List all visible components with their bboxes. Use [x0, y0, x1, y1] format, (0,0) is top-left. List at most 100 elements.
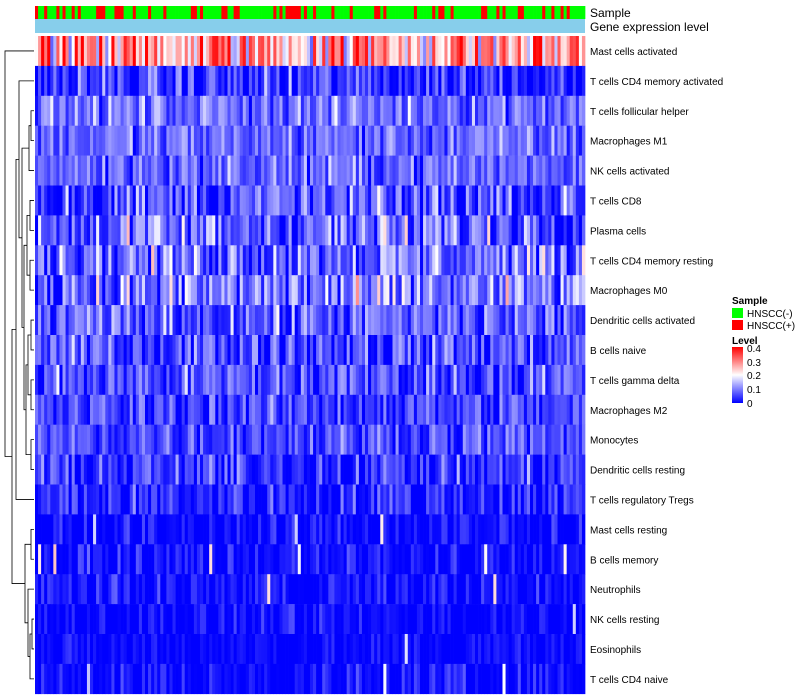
- row-label: Eosinophils: [590, 645, 641, 656]
- heatmap-cell: [487, 155, 491, 186]
- heatmap-cell: [62, 95, 66, 126]
- heatmap-cell: [548, 65, 552, 97]
- heatmap-cell: [447, 634, 451, 665]
- level-track-label: Gene expression level: [590, 20, 709, 34]
- heatmap-cell: [361, 454, 366, 485]
- heatmap-cell: [47, 544, 51, 575]
- heatmap-cell: [157, 155, 161, 186]
- heatmap-cell: [65, 65, 69, 97]
- heatmap-cell: [53, 663, 57, 695]
- heatmap-cell: [358, 454, 363, 485]
- heatmap-cell: [166, 305, 170, 336]
- heatmap-cell: [499, 245, 503, 276]
- heatmap-cell: [138, 574, 143, 605]
- heatmap-cell: [233, 544, 238, 575]
- heatmap-cell: [236, 185, 241, 216]
- heatmap-cell: [432, 454, 436, 485]
- heatmap-cell: [264, 514, 268, 545]
- heatmap-cell: [206, 275, 210, 306]
- heatmap-cell: [200, 125, 204, 156]
- heatmap-cell: [560, 125, 564, 156]
- heatmap-cell: [74, 185, 79, 216]
- heatmap-cell: [285, 364, 289, 396]
- sample-annotation-cell: [86, 6, 91, 19]
- heatmap-cell: [154, 155, 158, 186]
- heatmap-cell: [251, 65, 256, 97]
- heatmap-cell: [47, 454, 51, 485]
- heatmap-cell: [129, 36, 134, 67]
- heatmap-cell: [151, 484, 155, 515]
- heatmap-cell: [38, 634, 42, 665]
- heatmap-cell: [224, 424, 228, 455]
- heatmap-cell: [114, 125, 118, 156]
- sample-annotation-cell: [420, 6, 424, 19]
- heatmap-cell: [303, 364, 308, 396]
- heatmap-cell: [181, 185, 186, 216]
- heatmap-cell: [404, 275, 409, 306]
- heatmap-cell: [193, 514, 198, 545]
- heatmap-cell: [420, 245, 424, 276]
- heatmap-cell: [413, 424, 418, 455]
- heatmap-cell: [175, 454, 179, 485]
- heatmap-cell: [404, 364, 409, 396]
- heatmap-cell: [190, 394, 195, 425]
- heatmap-cell: [374, 275, 378, 306]
- sample-annotation-cell: [377, 6, 381, 19]
- heatmap-cell: [560, 305, 564, 336]
- heatmap-cell: [175, 305, 179, 336]
- heatmap-cell: [206, 394, 210, 425]
- heatmap-cell: [435, 95, 439, 126]
- heatmap-cell: [224, 65, 228, 97]
- heatmap-cell: [358, 215, 363, 246]
- heatmap-cell: [475, 394, 479, 425]
- heatmap-cell: [563, 544, 568, 575]
- heatmap-cell: [343, 634, 348, 665]
- heatmap-cell: [578, 305, 583, 336]
- heatmap-cell: [554, 394, 558, 425]
- sample-annotation-cell: [413, 6, 418, 19]
- heatmap-cell: [255, 514, 259, 545]
- heatmap-cell: [166, 155, 170, 186]
- sample-annotation-cell: [77, 6, 82, 19]
- heatmap-cell: [163, 155, 167, 186]
- heatmap-cell: [325, 604, 329, 635]
- heatmap-cell: [120, 394, 124, 425]
- heatmap-cell: [215, 305, 219, 336]
- heatmap-cell: [68, 514, 73, 545]
- heatmap-cell: [96, 275, 100, 306]
- heatmap-cell: [212, 245, 216, 276]
- heatmap-cell: [300, 125, 305, 156]
- heatmap-cell: [99, 544, 103, 575]
- heatmap-cell: [560, 454, 564, 485]
- heatmap-cell: [276, 484, 280, 515]
- heatmap-cell: [432, 125, 436, 156]
- heatmap-cell: [490, 215, 494, 246]
- heatmap-cell: [392, 663, 396, 695]
- heatmap-cell: [261, 394, 265, 425]
- heatmap-cell: [545, 574, 549, 605]
- heatmap-cell: [111, 245, 115, 276]
- heatmap-cell: [438, 364, 442, 396]
- heatmap-cell: [413, 514, 418, 545]
- heatmap-cell: [227, 305, 231, 336]
- heatmap-cell: [441, 514, 445, 545]
- heatmap-cell: [248, 245, 253, 276]
- heatmap-cell: [563, 125, 568, 156]
- heatmap-cell: [50, 394, 54, 425]
- heatmap-cell: [145, 36, 149, 67]
- heatmap-cell: [420, 65, 424, 97]
- heatmap-cell: [190, 125, 195, 156]
- heatmap-cell: [190, 514, 195, 545]
- heatmap-cell: [481, 275, 485, 306]
- heatmap-cell: [435, 484, 439, 515]
- heatmap-cell: [493, 364, 497, 396]
- heatmap-cell: [74, 663, 79, 695]
- heatmap-cell: [135, 275, 140, 306]
- heatmap-cell: [224, 95, 228, 126]
- heatmap-cell: [258, 185, 262, 216]
- heatmap-cell: [83, 394, 88, 425]
- heatmap-cell: [475, 36, 479, 67]
- sample-annotation-cell: [471, 6, 476, 19]
- heatmap-cell: [526, 305, 531, 336]
- heatmap-cell: [508, 364, 513, 396]
